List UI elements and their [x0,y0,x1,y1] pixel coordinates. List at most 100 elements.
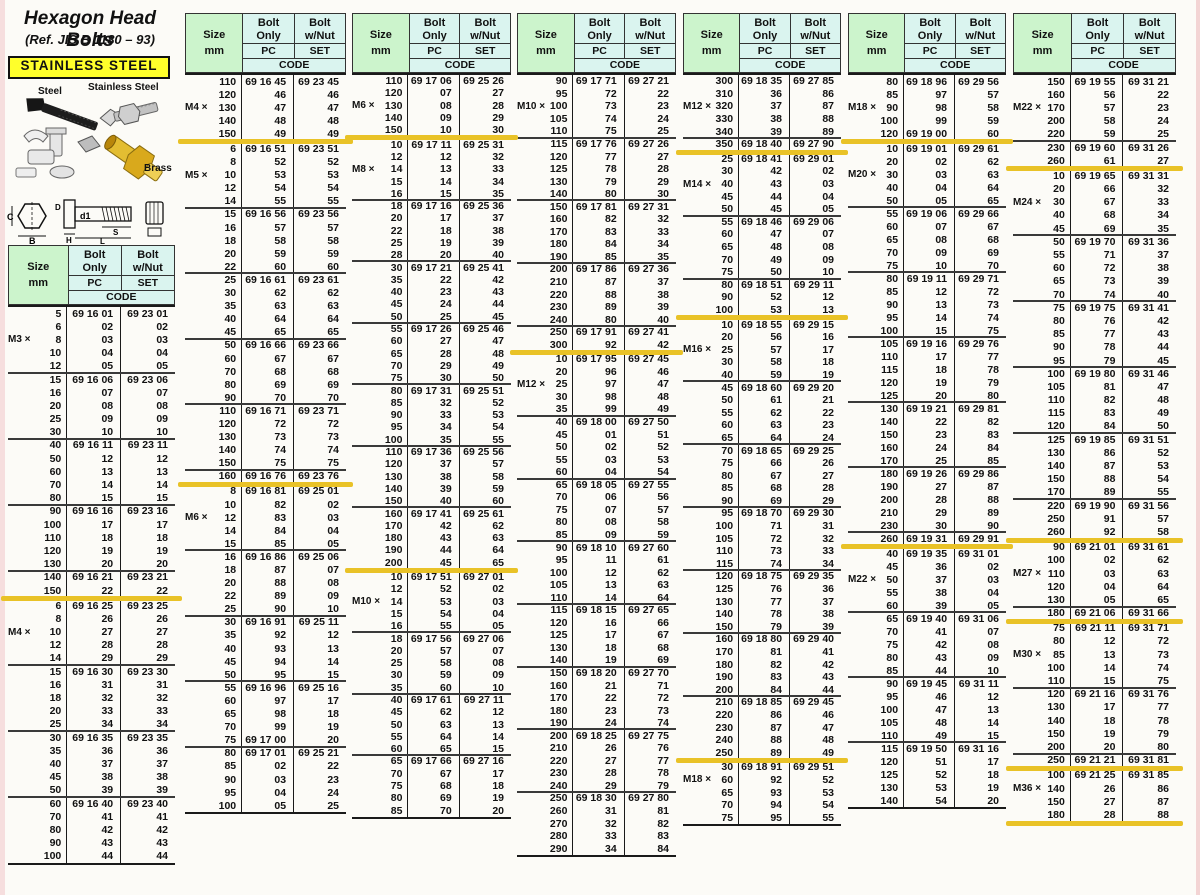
table-row: 70 14 14 [8,478,175,492]
size-cell: 16 [8,386,68,400]
bolt-only-code-cell: 38 [67,770,122,784]
table-row: 120 16 66 [517,616,676,630]
size-cell: M22 × 50 [848,573,905,586]
table-row: M18 × 60 92 52 [683,773,841,787]
bolt-only-code-cell: 69 21 16 [1071,687,1124,701]
table-row: 40 69 16 11 69 23 11 [8,438,175,453]
bolt-wnut-code-cell: 47 [822,721,834,734]
group-divider [1013,432,1176,435]
table-row: 110 18 18 [8,531,175,545]
table-row: 22 89 09 [185,589,346,603]
size-cell: 105 [517,112,574,126]
size-cell: 120 [352,87,409,100]
size-cell: 40 [185,642,243,656]
bolt-wnut-code-cell: 57 [987,88,999,101]
size-cell: 75 [352,372,409,385]
size-cell: 105 [683,532,740,545]
size-cell: M10 × 14 [352,595,409,608]
table-row: 120 37 57 [352,458,511,471]
bolt-only-code-cell: 80 [573,313,625,326]
table-header: Size mm Bolt Only Bolt w/Nut PC SET CODE [683,13,841,73]
size-cell: 150 [517,200,574,214]
size-cell: 35 [352,681,409,694]
dim-d1-label: d1 [80,211,91,221]
bolt-wnut-code-cell: 25 [657,125,669,138]
bolt-only-code-cell: 63 [242,299,295,313]
size-cell: 110 [683,544,740,558]
thread-size-label: M8 × [352,163,375,175]
bolt-wnut-code-cell: 69 29 40 [793,633,834,646]
size-cell: 65 [352,755,409,768]
bolt-wnut-code-cell: 63 [987,168,999,181]
table-row: 90 70 70 [185,391,346,405]
table-row: 35 63 63 [185,299,346,313]
table-row: 300 69 18 35 69 27 85 [683,75,841,88]
bolt-wnut-code-cell: 69 23 30 [127,665,168,678]
table-row: 55 64 14 [352,730,511,744]
bolt-only-code-cell: 48 [904,716,956,729]
size-cell: 120 [185,88,243,102]
bolt-wnut-code-cell: 57 [657,503,669,516]
bolt-wnut-code-cell: 73 [327,431,339,444]
size-cell: 100 [1013,661,1071,675]
bolt-wnut-code-cell: 22 [657,87,669,100]
bolt-only-code-cell: 74 [1071,288,1124,302]
table-row: 25 69 18 41 69 29 01 [683,152,841,166]
bolt-only-code-cell: 53 [904,781,956,794]
thread-size-label: M24 × [1013,196,1042,208]
table-row: 100 12 62 [517,566,676,579]
bolt-wnut-code-cell: 13 [492,718,504,731]
bolt-only-code-cell: 28 [573,767,625,780]
table-row: 130 53 19 [848,781,1006,794]
bolt-wnut-code-cell: 47 [327,101,339,114]
size-cell: 80 [848,75,905,88]
table-row: 30 69 16 35 69 23 35 [8,731,175,745]
table-row: 90 69 18 10 69 27 60 [517,541,676,554]
size-cell: 70 [1013,288,1071,302]
thread-size-label: M36 × [1013,783,1042,795]
size-cell: 12 [8,638,68,652]
bolt-only-code-cell: 32 [408,396,460,410]
table-row: 150 69 18 20 69 27 70 [517,666,676,680]
table-row: 60 65 15 [352,743,511,756]
bolt-wnut-code-cell: 21 [822,394,834,407]
table-row: 120 46 46 [185,88,346,102]
bolt-only-code-cell: 66 [1071,182,1124,196]
table-row: 260 69 19 31 69 29 91 [848,532,1006,545]
bolt-only-header: Bolt Only [409,14,461,44]
table-row: 160 69 16 76 69 23 76 [185,469,346,483]
set-header: SET [955,44,1005,59]
bolt-only-code-cell: 67 [1071,195,1124,209]
bolt-only-code-cell: 59 [242,247,295,261]
bolt-only-code-cell: 05 [67,359,122,373]
size-cell: 90 [848,298,905,311]
size-cell: 5 [8,307,68,321]
bolt-wnut-code-cell: 69 27 16 [463,755,504,768]
bolt-wnut-code-cell: 65 [492,556,504,569]
table-row: 45 69 35 [1013,222,1176,236]
table-row: 90 69 29 [683,494,841,508]
size-cell: 150 [683,620,740,634]
table-row: 150 10 30 [352,124,511,137]
bolt-only-code-cell: 37 [739,100,791,113]
table-row: 230 69 19 60 69 31 26 [1013,140,1176,155]
bolt-wnut-code-cell: 69 31 36 [1128,235,1169,248]
table-row: 50 45 05 [683,202,841,216]
group-divider [848,206,1006,208]
table-row: 120 04 64 [1013,580,1176,594]
table-row: 85 02 22 [185,759,346,773]
size-cell: 150 [517,666,574,680]
table-row: 80 69 18 96 69 29 56 [848,75,1006,88]
size-cell: 15 [185,207,243,222]
size-cell: 140 [185,443,243,457]
group-divider [8,795,175,798]
size-cell: 90 [517,541,574,554]
size-cell: 30 [352,669,409,682]
code-header: CODE [1072,58,1175,73]
size-cell: 125 [683,582,740,596]
dim-h-label: H [66,236,72,244]
table-row: 120 07 27 [352,87,511,100]
table-row: 15 85 05 [185,537,346,551]
bolt-only-code-cell: 69 19 75 [1071,301,1124,315]
table-row: 45 94 14 [185,655,346,669]
